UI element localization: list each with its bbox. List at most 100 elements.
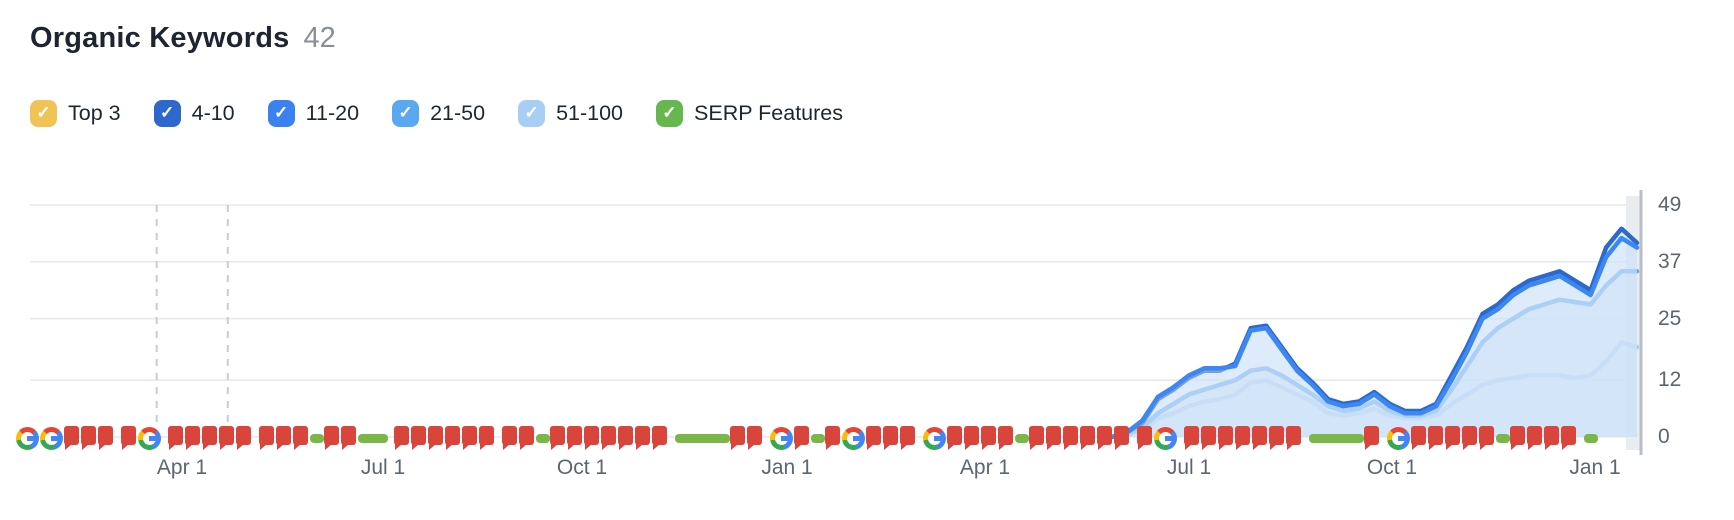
note-flag-icon[interactable] (98, 425, 113, 450)
note-flag-icon[interactable] (964, 425, 979, 450)
note-flag-icon[interactable] (1411, 425, 1426, 450)
google-update-icon[interactable] (1154, 426, 1177, 450)
note-flag-icon[interactable] (1252, 425, 1267, 450)
checkmark-icon: ✓ (274, 103, 289, 122)
google-update-icon[interactable] (40, 426, 63, 450)
note-flag-icon[interactable] (652, 425, 667, 450)
note-flag-icon[interactable] (1046, 425, 1061, 450)
note-flag-icon[interactable] (730, 425, 745, 450)
note-flag-icon[interactable] (1462, 425, 1477, 450)
note-flag-icon[interactable] (1269, 425, 1284, 450)
note-flag-icon[interactable] (747, 425, 762, 450)
google-update-icon[interactable] (138, 426, 161, 450)
note-flag-icon[interactable] (168, 425, 183, 450)
note-flag-icon[interactable] (293, 425, 308, 450)
y-tick-label: 49 (1658, 193, 1682, 216)
note-flag-icon[interactable] (567, 425, 582, 450)
legend-label: 11-20 (305, 101, 360, 125)
serp-feature-bar[interactable] (1015, 433, 1029, 443)
note-flag-icon[interactable] (1286, 425, 1301, 450)
google-update-icon[interactable] (16, 426, 39, 450)
note-flag-icon[interactable] (1114, 425, 1129, 450)
note-flag-icon[interactable] (584, 425, 599, 450)
note-flag-icon[interactable] (947, 425, 962, 450)
google-update-icon[interactable] (1387, 426, 1410, 450)
note-flag-icon[interactable] (121, 425, 136, 450)
note-flag-icon[interactable] (479, 425, 494, 450)
note-flag-icon[interactable] (1201, 425, 1216, 450)
serp-feature-bar[interactable] (1309, 433, 1364, 443)
note-flag-icon[interactable] (1445, 425, 1460, 450)
note-flag-icon[interactable] (341, 425, 356, 450)
note-flag-icon[interactable] (462, 425, 477, 450)
note-flag-icon[interactable] (219, 425, 234, 450)
note-flag-icon[interactable] (883, 425, 898, 450)
note-flag-icon[interactable] (1184, 425, 1199, 450)
note-flag-icon[interactable] (1561, 425, 1576, 450)
checkbox-51-100[interactable]: ✓ (518, 100, 546, 127)
serp-feature-bar[interactable] (811, 433, 825, 443)
legend-item-11-20[interactable]: ✓ 11-20 (267, 100, 360, 127)
legend-item-serp-features[interactable]: ✓ SERP Features (656, 100, 843, 127)
legend-item-21-50[interactable]: ✓ 21-50 (392, 100, 485, 127)
note-flag-icon[interactable] (445, 425, 460, 450)
note-flag-icon[interactable] (1137, 425, 1152, 450)
note-flag-icon[interactable] (411, 425, 426, 450)
note-flag-icon[interactable] (185, 425, 200, 450)
checkbox-11-20[interactable]: ✓ (267, 100, 295, 127)
notes-strip[interactable] (16, 423, 1634, 453)
checkbox-top3[interactable]: ✓ (30, 100, 57, 127)
note-flag-icon[interactable] (202, 425, 217, 450)
note-flag-icon[interactable] (1080, 425, 1095, 450)
note-flag-icon[interactable] (1364, 425, 1379, 450)
serp-feature-bar[interactable] (1496, 433, 1510, 443)
google-update-icon[interactable] (923, 426, 946, 450)
note-flag-icon[interactable] (866, 425, 881, 450)
note-flag-icon[interactable] (1235, 425, 1250, 450)
note-flag-icon[interactable] (825, 425, 840, 450)
series-area-4-10 (1111, 228, 1637, 437)
checkbox-4-10[interactable]: ✓ (153, 100, 181, 127)
serp-feature-bar[interactable] (358, 433, 388, 443)
note-flag-icon[interactable] (519, 425, 534, 450)
google-update-icon[interactable] (770, 426, 793, 450)
note-flag-icon[interactable] (64, 425, 79, 450)
serp-feature-bar[interactable] (1584, 433, 1598, 443)
note-flag-icon[interactable] (998, 425, 1013, 450)
note-flag-icon[interactable] (900, 425, 915, 450)
note-flag-icon[interactable] (618, 425, 633, 450)
note-flag-icon[interactable] (1527, 425, 1542, 450)
serp-feature-bar[interactable] (536, 433, 550, 443)
note-flag-icon[interactable] (394, 425, 409, 450)
serp-feature-bar[interactable] (675, 433, 730, 443)
note-flag-icon[interactable] (550, 425, 565, 450)
note-flag-icon[interactable] (794, 425, 809, 450)
note-flag-icon[interactable] (1097, 425, 1112, 450)
note-flag-icon[interactable] (1029, 425, 1044, 450)
note-flag-icon[interactable] (1063, 425, 1078, 450)
note-flag-icon[interactable] (1479, 425, 1494, 450)
note-flag-icon[interactable] (1510, 425, 1525, 450)
checkmark-icon: ✓ (398, 103, 413, 122)
checkbox-serp-features[interactable]: ✓ (656, 100, 684, 127)
note-flag-icon[interactable] (81, 425, 96, 450)
note-flag-icon[interactable] (502, 425, 517, 450)
legend-item-51-100[interactable]: ✓ 51-100 (518, 100, 623, 127)
note-flag-icon[interactable] (428, 425, 443, 450)
note-flag-icon[interactable] (324, 425, 339, 450)
keyword-count: 42 (303, 22, 336, 54)
note-flag-icon[interactable] (259, 425, 274, 450)
note-flag-icon[interactable] (1428, 425, 1443, 450)
note-flag-icon[interactable] (1218, 425, 1233, 450)
legend-item-top3[interactable]: ✓ Top 3 (30, 100, 121, 127)
checkbox-21-50[interactable]: ✓ (392, 100, 420, 127)
note-flag-icon[interactable] (276, 425, 291, 450)
note-flag-icon[interactable] (981, 425, 996, 450)
note-flag-icon[interactable] (1544, 425, 1559, 450)
google-update-icon[interactable] (842, 426, 865, 450)
note-flag-icon[interactable] (601, 425, 616, 450)
legend-item-4-10[interactable]: ✓ 4-10 (153, 100, 235, 127)
note-flag-icon[interactable] (635, 425, 650, 450)
serp-feature-bar[interactable] (310, 433, 324, 443)
note-flag-icon[interactable] (236, 425, 251, 450)
